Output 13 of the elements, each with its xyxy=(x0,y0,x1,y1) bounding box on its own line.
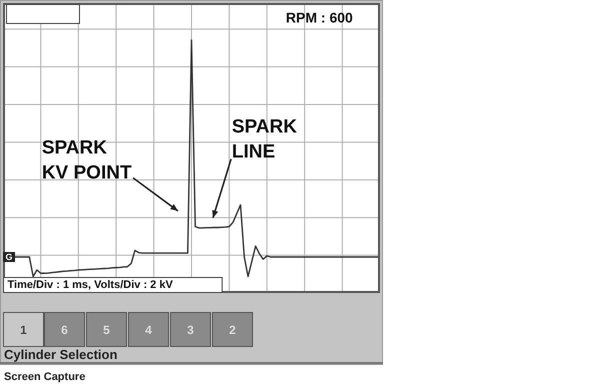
text: Cylinder Selection xyxy=(4,347,118,362)
annotation: G xyxy=(5,252,13,262)
text: Screen Capture xyxy=(4,371,86,383)
text: 6 xyxy=(44,312,85,347)
text: 4 xyxy=(128,312,169,347)
text: 2 xyxy=(212,312,253,347)
annotation: SPARK LINE xyxy=(232,116,298,162)
annotation: SPARK KV POINT xyxy=(42,137,132,184)
text: 5 xyxy=(86,312,127,347)
text: 3 xyxy=(170,312,211,347)
text: Time/Div : 1 ms, Volts/Div : 2 kV xyxy=(8,279,174,292)
text: 1 xyxy=(3,312,44,347)
text: RPM : 600 xyxy=(286,10,354,26)
